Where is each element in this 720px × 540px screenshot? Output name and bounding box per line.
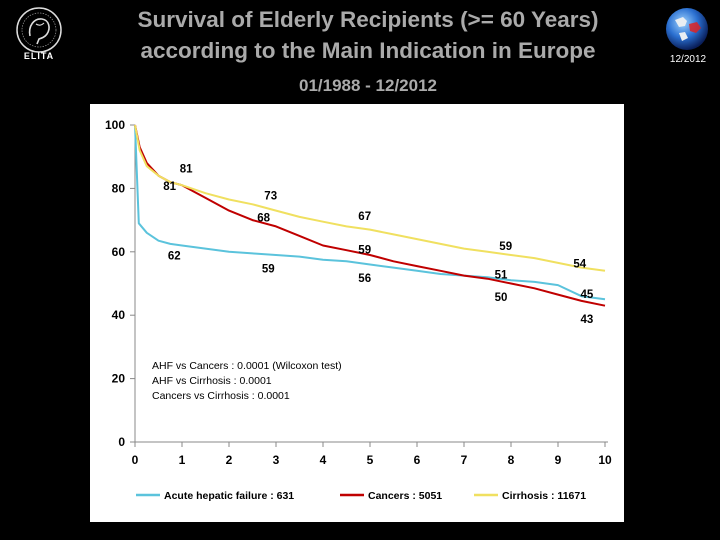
annotation-line-3: Cancers vs Cirrhosis : 0.0001 — [152, 390, 290, 402]
elita-logo-icon — [16, 7, 62, 53]
x-tick-label: 3 — [273, 453, 280, 467]
data-label: 54 — [573, 259, 586, 271]
legend-label-cancers: Cancers : 5051 — [368, 490, 442, 502]
logo-text: ELITA — [23, 51, 55, 61]
legend-label-cirrhosis: Cirrhosis : 11671 — [502, 490, 586, 502]
data-label: 81 — [180, 164, 193, 176]
x-tick-label: 9 — [555, 453, 562, 467]
data-label: 62 — [168, 251, 181, 263]
page-subtitle: 01/1988 - 12/2012 — [298, 76, 437, 95]
page-title: Survival of Elderly Recipients (>= 60 Ye… — [78, 4, 658, 66]
x-tick-label: 5 — [367, 453, 374, 467]
globe-icon — [666, 8, 708, 50]
data-label: 67 — [358, 211, 371, 223]
annotation-line-2: AHF vs Cirrhosis : 0.0001 — [152, 375, 272, 387]
y-tick-label: 0 — [118, 435, 125, 449]
data-label: 50 — [495, 292, 508, 304]
y-tick-label: 60 — [112, 245, 126, 259]
x-tick-label: 10 — [598, 453, 612, 467]
y-tick-label: 40 — [112, 308, 126, 322]
annotation-line-1: AHF vs Cancers : 0.0001 (Wilcoxon test) — [152, 360, 342, 372]
data-label: 59 — [499, 241, 512, 253]
series-line-acute — [134, 124, 606, 301]
data-label: 59 — [358, 244, 371, 256]
y-tick-label: 100 — [105, 118, 125, 132]
x-tick-label: 7 — [461, 453, 468, 467]
x-tick-label: 8 — [508, 453, 515, 467]
data-label: 81 — [163, 181, 176, 193]
y-tick-label: 80 — [112, 181, 126, 195]
series-line-cirrhosis — [134, 124, 606, 272]
title-line-2: according to the Main Indication in Euro… — [140, 38, 596, 63]
significance-annotations: AHF vs Cancers : 0.0001 (Wilcoxon test) … — [152, 360, 342, 402]
date-badge: 12/2012 — [669, 54, 707, 65]
x-tick-label: 1 — [179, 453, 186, 467]
data-label: 59 — [262, 263, 275, 275]
title-line-1: Survival of Elderly Recipients (>= 60 Ye… — [137, 7, 599, 32]
data-label: 51 — [495, 270, 508, 282]
y-tick-label: 20 — [112, 372, 126, 386]
data-label: 56 — [358, 273, 371, 285]
legend: Acute hepatic failure : 631 Cancers : 50… — [136, 490, 586, 502]
x-tick-label: 2 — [226, 453, 233, 467]
legend-label-acute: Acute hepatic failure : 631 — [164, 490, 294, 502]
x-tick-label: 0 — [132, 453, 139, 467]
x-tick-label: 6 — [414, 453, 421, 467]
data-label: 45 — [581, 289, 594, 301]
chart-panel: 0 20 40 60 80 100 0 1 2 3 4 5 6 7 8 9 10 81 81 73 68 67 59 62 5… — [90, 104, 624, 522]
data-label: 43 — [581, 314, 594, 326]
data-label: 68 — [257, 213, 270, 225]
x-tick-label: 4 — [320, 453, 327, 467]
data-label: 73 — [264, 191, 277, 203]
